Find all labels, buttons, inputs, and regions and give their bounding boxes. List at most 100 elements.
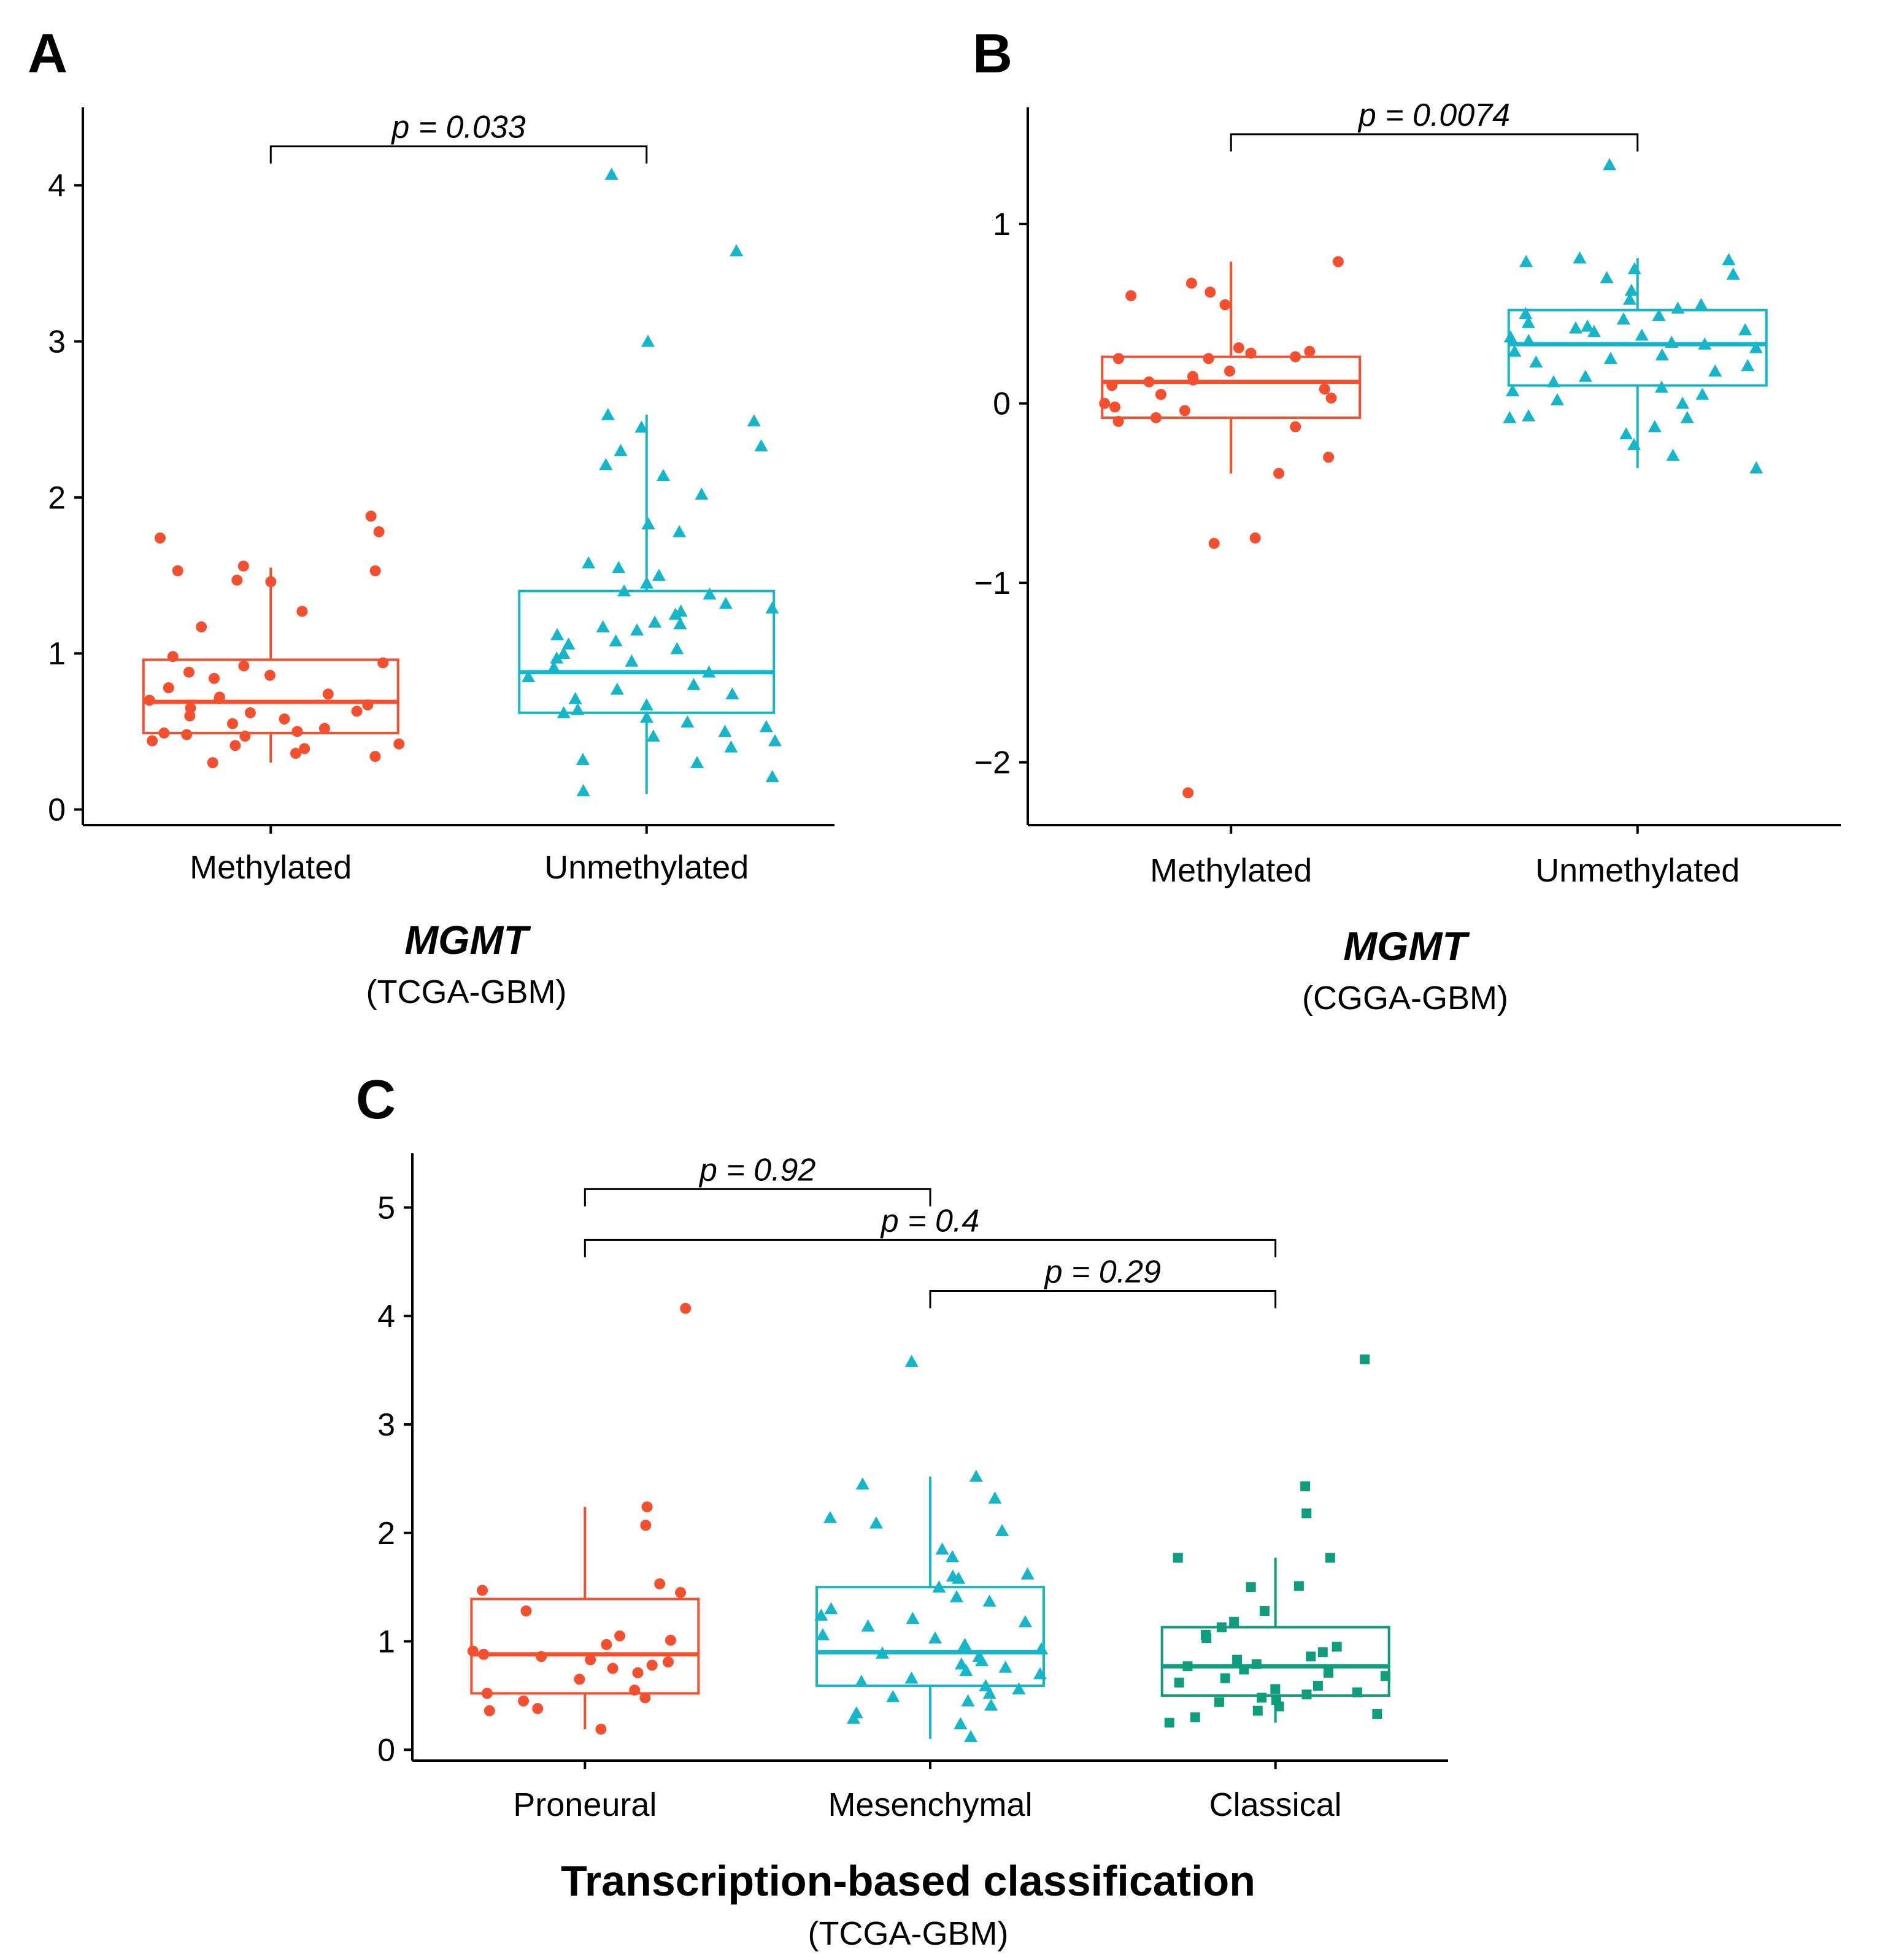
data-point [1187,374,1199,386]
data-point [814,1608,828,1621]
data-point [969,1469,983,1482]
data-point [1619,427,1633,440]
data-point [1627,262,1641,275]
x-tick-label: Methylated [190,849,352,886]
data-point [1578,369,1592,382]
data-point [1125,290,1137,302]
data-point [229,740,241,751]
data-point [1182,787,1194,799]
data-point [1290,421,1301,432]
panel-c-subtitle: (TCGA-GBM) [808,1915,1009,1952]
data-point [1600,271,1614,283]
data-point [1012,1682,1026,1695]
plot-b: −2 −1 0 1 Methylated Unmethylated p = 0.0074 [974,98,1841,889]
p-value-label: p = 0.033 [390,110,525,145]
data-point [1174,1677,1184,1688]
data-point [1312,1681,1323,1691]
box-iqr [142,658,399,734]
data-point [1749,340,1763,353]
data-point [557,647,571,659]
data-point [1033,1667,1047,1680]
data-point [1224,365,1236,377]
data-point [373,526,385,537]
data-point [670,642,684,655]
data-point [1623,292,1637,305]
data-point [1324,1667,1334,1678]
data-point [854,1674,868,1687]
y-tick-label: 5 [377,1190,395,1226]
data-point [1550,393,1564,405]
data-point [265,576,277,588]
x-tick-label: Mesenchymal [828,1786,1032,1823]
panel-b-subtitle: (CGGA-GBM) [1302,980,1508,1017]
data-point [481,1688,493,1699]
data-point [322,688,334,700]
data-point [1317,1647,1328,1658]
data-point [369,565,381,577]
data-point [1722,253,1736,266]
data-point [1232,1654,1243,1665]
data-point [1616,312,1630,325]
y-tick-label: 1 [993,207,1011,242]
data-point [1179,405,1190,417]
data-point [995,1524,1009,1537]
data-point [585,1654,596,1666]
data-point [765,601,779,614]
p-value-label: p = 0.4 [880,1203,979,1239]
data-point [656,469,670,482]
data-point [641,517,655,529]
data-point [654,1578,666,1589]
bracket-line [929,1290,1277,1309]
data-point [1150,412,1162,424]
data-point [1521,316,1535,328]
data-point [932,1580,946,1593]
data-point [952,1572,966,1584]
data-point [609,634,623,647]
data-point [1219,299,1231,310]
data-point [576,753,590,765]
y-tick-label: 4 [48,168,66,204]
data-point [725,687,739,700]
data-point [641,334,655,347]
data-point [702,665,716,678]
data-point [518,1695,530,1707]
data-point [1749,461,1763,474]
data-point [640,1520,652,1531]
box-1 [518,415,776,794]
data-point [1099,398,1111,409]
data-point [362,699,374,711]
data-point [158,727,170,739]
significance-bracket: p = 0.4 [584,1203,1277,1258]
data-point [1695,388,1709,400]
data-point [1270,1684,1281,1694]
data-point [964,1730,978,1742]
data-point [1229,1616,1239,1627]
data-point [617,584,631,597]
y-tick-label: 0 [377,1732,395,1768]
data-point [291,726,303,737]
data-point [1214,1697,1224,1707]
data-point [1249,532,1261,544]
panel-b-title: MGMT [1343,923,1470,969]
data-point [1109,401,1120,413]
data-point [855,1477,869,1489]
data-point [264,669,276,681]
data-point [1201,1633,1212,1643]
data-point [147,735,158,747]
data-point [759,720,773,732]
significance-bracket: p = 0.92 [584,1152,931,1207]
data-point [568,691,582,704]
panel-c-title: Transcription-based classification [561,1857,1255,1905]
data-point [351,705,363,717]
bracket-line [269,145,648,164]
data-point [861,1619,875,1632]
data-point [1546,375,1560,388]
data-point [1522,409,1536,421]
data-point [238,660,250,672]
data-point [680,715,695,728]
data-point [1738,323,1752,336]
box-1 [815,1476,1045,1739]
data-point [1112,353,1124,364]
data-point [144,694,155,706]
